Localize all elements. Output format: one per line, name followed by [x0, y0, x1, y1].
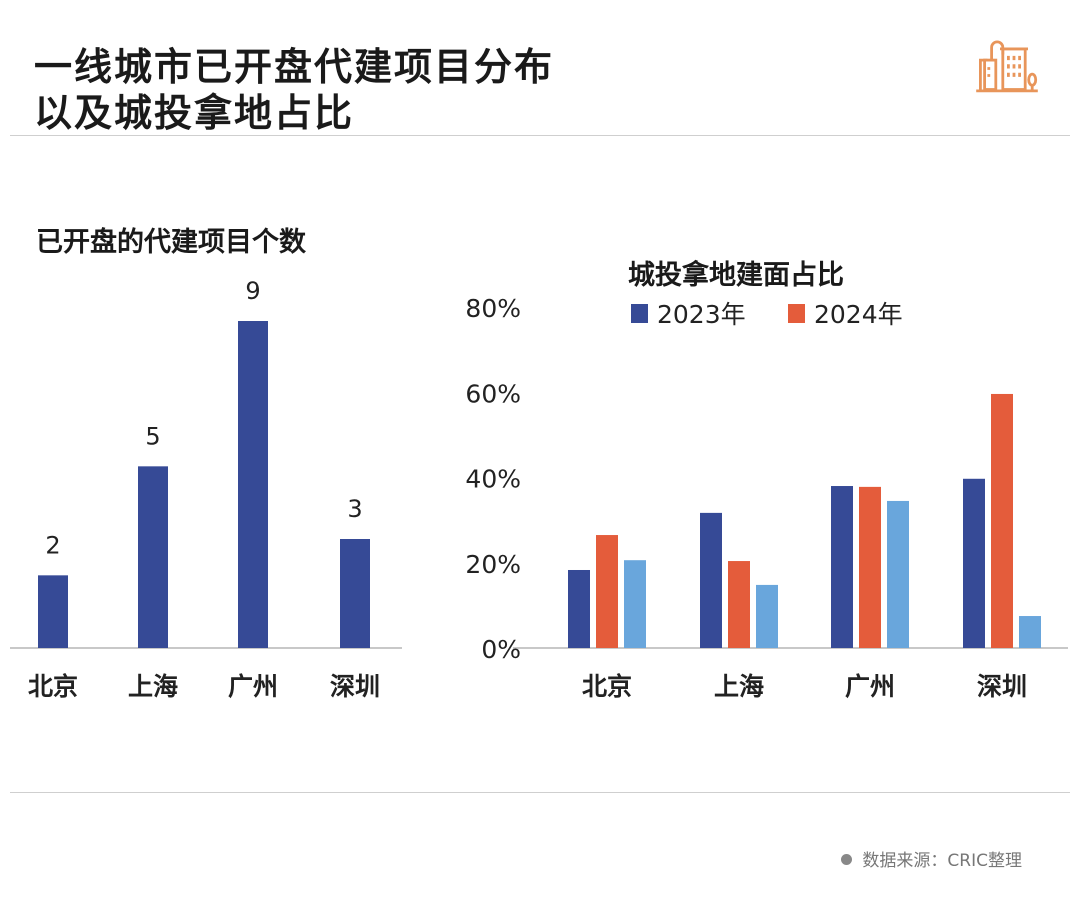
x-tick-label: 北京	[28, 672, 78, 701]
bar-上海-series-0	[700, 512, 722, 648]
city-buildings-icon	[976, 40, 1038, 93]
legend-swatch	[788, 304, 805, 323]
data-label: 5	[145, 422, 160, 450]
y-tick-label: 20%	[465, 550, 521, 579]
source-note: 数据来源：CRIC整理	[841, 846, 1022, 871]
data-label: 9	[245, 277, 260, 305]
y-tick-label: 60%	[465, 379, 521, 408]
x-tick-label: 上海	[714, 672, 764, 701]
x-tick-label: 深圳	[977, 672, 1027, 701]
data-label: 2	[45, 531, 60, 559]
right-chart-title: 城投拿地建面占比	[628, 260, 844, 291]
bar-广州	[238, 321, 268, 648]
left-chart-title: 已开盘的代建项目个数	[36, 227, 306, 258]
footer-divider	[10, 792, 1070, 793]
bullet-icon	[841, 854, 853, 865]
header-divider	[10, 135, 1070, 136]
page-title: 一线城市已开盘代建项目分布 以及城投拿地占比	[34, 44, 554, 136]
bar-北京	[38, 575, 68, 648]
y-tick-label: 40%	[465, 465, 521, 494]
y-tick-label: 0%	[481, 635, 521, 664]
bar-上海-series-2	[756, 584, 778, 648]
data-label: 3	[347, 495, 362, 523]
y-tick-label: 80%	[465, 294, 521, 323]
legend-label: 2023年	[657, 300, 746, 329]
title-line-2: 以及城投拿地占比	[34, 91, 355, 135]
legend-swatch	[631, 304, 648, 323]
x-tick-label: 广州	[228, 672, 278, 701]
bar-上海-series-1	[728, 561, 750, 648]
bar-广州-series-2	[887, 500, 909, 648]
title-line-1: 一线城市已开盘代建项目分布	[34, 45, 555, 89]
source-text: 数据来源：CRIC整理	[862, 851, 1022, 871]
legend-label: 2024年	[814, 300, 903, 329]
x-tick-label: 上海	[128, 672, 178, 701]
bar-上海	[138, 466, 168, 648]
bar-北京-series-0	[568, 569, 590, 648]
bar-深圳-series-0	[963, 478, 985, 648]
bar-深圳-series-1	[991, 393, 1013, 648]
bar-北京-series-2	[624, 560, 646, 648]
x-tick-label: 北京	[582, 672, 632, 701]
x-tick-label: 广州	[845, 672, 895, 701]
bar-广州-series-0	[831, 486, 853, 648]
bar-广州-series-1	[859, 486, 881, 648]
bar-深圳-series-2	[1019, 616, 1041, 648]
bar-北京-series-1	[596, 535, 618, 648]
x-tick-label: 深圳	[330, 672, 380, 701]
bar-深圳	[340, 539, 370, 648]
